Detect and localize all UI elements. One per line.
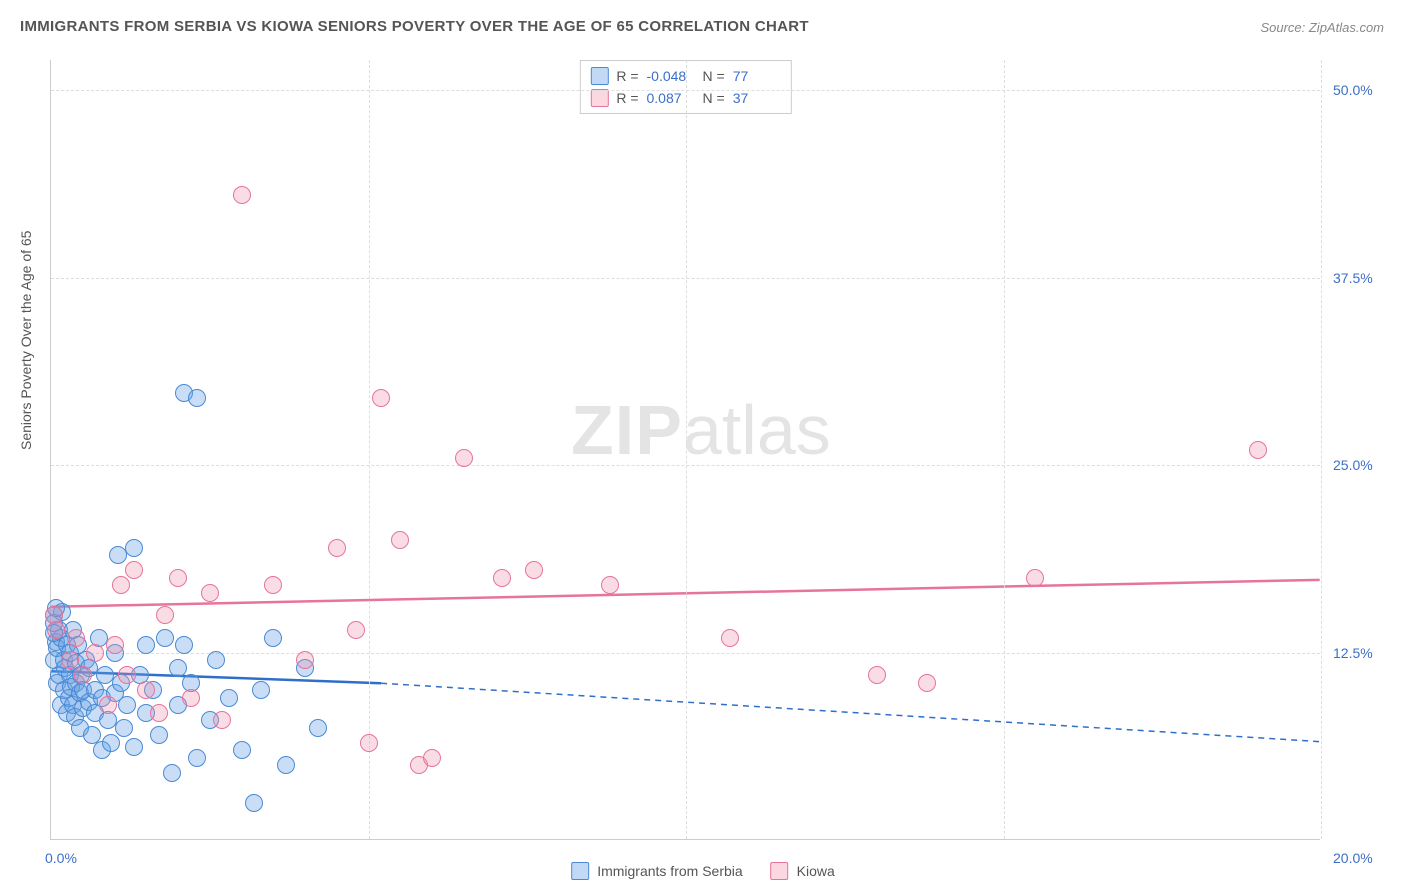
point-kiowa [391, 531, 409, 549]
point-kiowa [721, 629, 739, 647]
point-kiowa [455, 449, 473, 467]
point-kiowa [601, 576, 619, 594]
point-serbia [264, 629, 282, 647]
point-serbia [156, 629, 174, 647]
point-kiowa [213, 711, 231, 729]
point-serbia [115, 719, 133, 737]
point-kiowa [86, 644, 104, 662]
point-kiowa [1249, 441, 1267, 459]
chart-title: IMMIGRANTS FROM SERBIA VS KIOWA SENIORS … [20, 18, 809, 35]
point-serbia [125, 738, 143, 756]
gridline-v [369, 60, 370, 839]
point-kiowa [372, 389, 390, 407]
point-serbia [137, 636, 155, 654]
point-kiowa [347, 621, 365, 639]
point-kiowa [125, 561, 143, 579]
point-kiowa [61, 651, 79, 669]
swatch-blue-icon [590, 67, 608, 85]
point-serbia [233, 741, 251, 759]
point-kiowa [99, 696, 117, 714]
x-end-label: 20.0% [1333, 850, 1373, 866]
point-kiowa [525, 561, 543, 579]
point-serbia [150, 726, 168, 744]
r-label: R = [616, 90, 638, 106]
point-kiowa [118, 666, 136, 684]
point-kiowa [112, 576, 130, 594]
point-kiowa [233, 186, 251, 204]
point-serbia [169, 659, 187, 677]
r-label: R = [616, 68, 638, 84]
watermark-atlas: atlas [683, 391, 831, 469]
point-kiowa [296, 651, 314, 669]
point-kiowa [169, 569, 187, 587]
point-kiowa [918, 674, 936, 692]
point-kiowa [106, 636, 124, 654]
point-serbia [163, 764, 181, 782]
point-kiowa [201, 584, 219, 602]
point-serbia [207, 651, 225, 669]
swatch-blue-icon [571, 862, 589, 880]
point-serbia [125, 539, 143, 557]
point-kiowa [264, 576, 282, 594]
trend-line-serbia-dashed [381, 683, 1320, 741]
point-serbia [175, 636, 193, 654]
point-serbia [309, 719, 327, 737]
n-label: N = [703, 90, 725, 106]
plot-area: R = -0.048 N = 77 R = 0.087 N = 37 ZIPat… [50, 60, 1320, 840]
point-kiowa [1026, 569, 1044, 587]
watermark-zip: ZIP [571, 391, 683, 469]
r-value-serbia: -0.048 [647, 68, 695, 84]
point-kiowa [423, 749, 441, 767]
point-kiowa [74, 666, 92, 684]
gridline-v [686, 60, 687, 839]
swatch-pink-icon [771, 862, 789, 880]
point-serbia [188, 389, 206, 407]
point-kiowa [47, 621, 65, 639]
watermark: ZIPatlas [571, 390, 831, 470]
point-kiowa [328, 539, 346, 557]
point-serbia [102, 734, 120, 752]
point-serbia [252, 681, 270, 699]
point-kiowa [156, 606, 174, 624]
y-tick-label: 25.0% [1333, 457, 1373, 473]
point-kiowa [868, 666, 886, 684]
legend-label-serbia: Immigrants from Serbia [597, 863, 742, 879]
point-kiowa [150, 704, 168, 722]
n-value-kiowa: 37 [733, 90, 781, 106]
point-kiowa [493, 569, 511, 587]
x-origin-label: 0.0% [45, 850, 77, 866]
source-attribution: Source: ZipAtlas.com [1260, 20, 1384, 35]
y-tick-label: 37.5% [1333, 270, 1373, 286]
series-legend: Immigrants from Serbia Kiowa [571, 862, 835, 880]
point-kiowa [360, 734, 378, 752]
point-serbia [220, 689, 238, 707]
gridline-v [1004, 60, 1005, 839]
y-tick-label: 12.5% [1333, 645, 1373, 661]
y-tick-label: 50.0% [1333, 82, 1373, 98]
point-serbia [188, 749, 206, 767]
point-serbia [277, 756, 295, 774]
point-kiowa [137, 681, 155, 699]
legend-item-serbia: Immigrants from Serbia [571, 862, 742, 880]
r-value-kiowa: 0.087 [647, 90, 695, 106]
legend-item-kiowa: Kiowa [771, 862, 835, 880]
point-kiowa [182, 689, 200, 707]
swatch-pink-icon [590, 89, 608, 107]
legend-label-kiowa: Kiowa [797, 863, 835, 879]
n-value-serbia: 77 [733, 68, 781, 84]
n-label: N = [703, 68, 725, 84]
point-kiowa [67, 629, 85, 647]
point-serbia [118, 696, 136, 714]
point-serbia [245, 794, 263, 812]
y-axis-title: Seniors Poverty Over the Age of 65 [18, 231, 34, 450]
gridline-v [1321, 60, 1322, 839]
